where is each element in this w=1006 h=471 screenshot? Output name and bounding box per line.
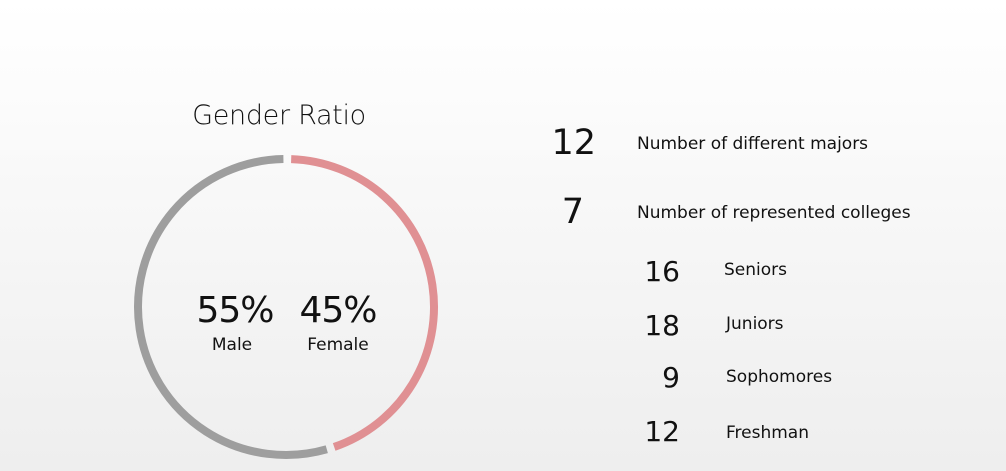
freshman-count: 12 [644, 415, 680, 448]
female-percentage: 45% [299, 290, 376, 331]
sophomores-label: Sophomores [726, 367, 833, 387]
colleges-label: Number of represented colleges [637, 203, 911, 223]
donut-slice-male [134, 155, 328, 459]
seniors-count: 16 [644, 255, 680, 288]
female-label: Female [307, 335, 368, 355]
majors-count: 12 [551, 123, 596, 163]
juniors-label: Juniors [726, 314, 784, 334]
seniors-label: Seniors [724, 260, 787, 280]
chart-title: Gender Ratio [192, 100, 366, 131]
sophomores-count: 9 [662, 361, 680, 394]
freshman-label: Freshman [726, 423, 809, 443]
juniors-count: 18 [644, 309, 680, 342]
donut-slice-female [291, 155, 438, 451]
male-label: Male [212, 335, 252, 355]
colleges-count: 7 [561, 192, 584, 232]
male-percentage: 55% [196, 290, 273, 331]
majors-label: Number of different majors [637, 134, 869, 154]
